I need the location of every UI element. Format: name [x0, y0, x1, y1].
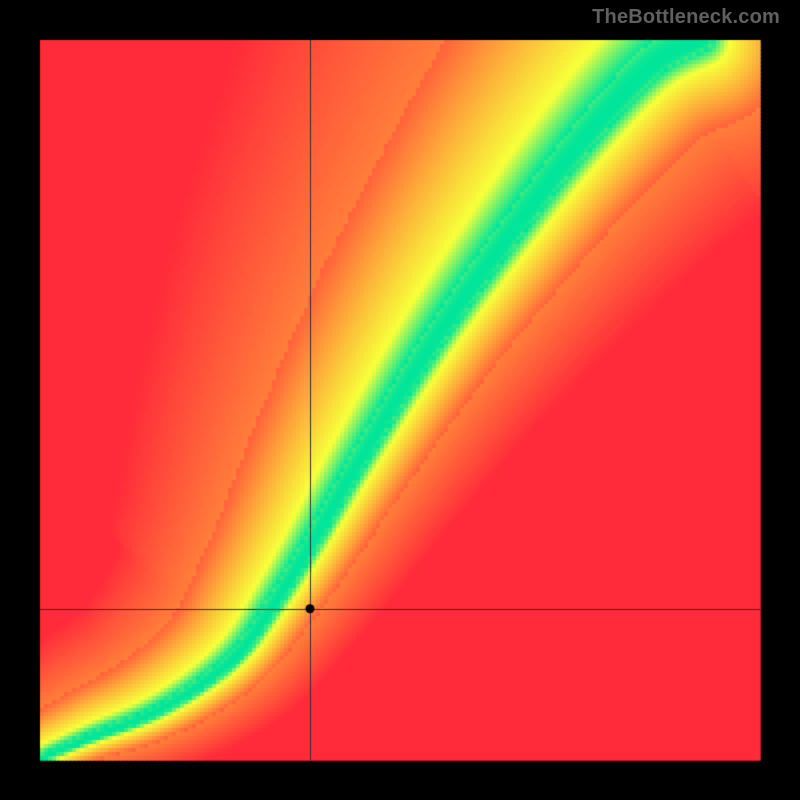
heatmap-canvas [0, 0, 800, 800]
watermark-text: TheBottleneck.com [592, 6, 780, 29]
chart-container: TheBottleneck.com [0, 0, 800, 800]
